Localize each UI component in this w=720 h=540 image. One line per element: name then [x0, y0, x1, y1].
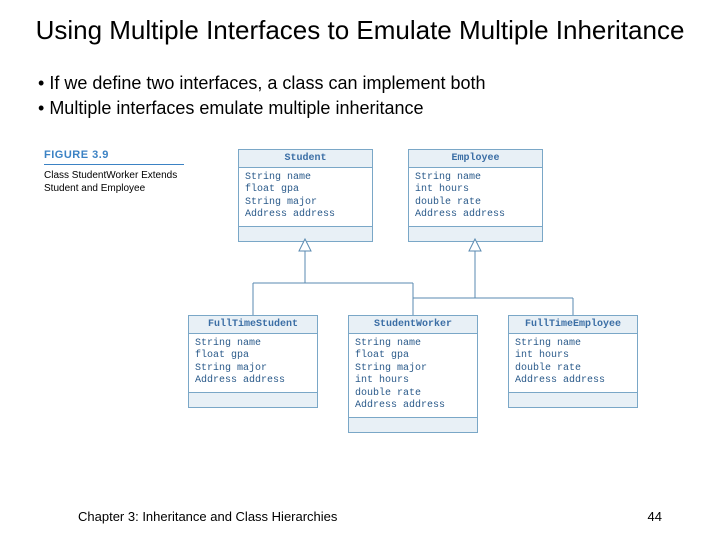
- figure-number: FIGURE 3.9: [44, 149, 184, 161]
- bullet-list: If we define two interfaces, a class can…: [0, 55, 720, 133]
- figure-caption: FIGURE 3.9 Class StudentWorker Extends S…: [44, 149, 184, 195]
- class-employee: Employee String name int hours double ra…: [408, 149, 543, 242]
- class-fulltimestudent: FullTimeStudent String name float gpa St…: [188, 315, 318, 408]
- class-attrs: String name float gpa String major Addre…: [239, 168, 372, 227]
- figure-description: Class StudentWorker Extends Student and …: [44, 169, 184, 195]
- class-ops: [239, 227, 372, 241]
- class-name: StudentWorker: [349, 316, 477, 334]
- class-attrs: String name int hours double rate Addres…: [509, 334, 637, 393]
- class-name: Student: [239, 150, 372, 168]
- bullet-item: Multiple interfaces emulate multiple inh…: [38, 98, 690, 119]
- class-attrs: String name float gpa String major Addre…: [189, 334, 317, 393]
- slide-footer: Chapter 3: Inheritance and Class Hierarc…: [0, 509, 720, 524]
- slide-title: Using Multiple Interfaces to Emulate Mul…: [0, 0, 720, 55]
- class-attrs: String name float gpa String major int h…: [349, 334, 477, 418]
- class-studentworker: StudentWorker String name float gpa Stri…: [348, 315, 478, 433]
- class-name: FullTimeStudent: [189, 316, 317, 334]
- class-ops: [409, 227, 542, 241]
- chapter-label: Chapter 3: Inheritance and Class Hierarc…: [78, 509, 337, 524]
- class-attrs: String name int hours double rate Addres…: [409, 168, 542, 227]
- class-ops: [509, 393, 637, 407]
- uml-diagram: FIGURE 3.9 Class StudentWorker Extends S…: [38, 143, 682, 443]
- class-ops: [189, 393, 317, 407]
- bullet-item: If we define two interfaces, a class can…: [38, 73, 690, 94]
- class-ops: [349, 418, 477, 432]
- class-fulltimeemployee: FullTimeEmployee String name int hours d…: [508, 315, 638, 408]
- page-number: 44: [648, 509, 662, 524]
- class-student: Student String name float gpa String maj…: [238, 149, 373, 242]
- class-name: FullTimeEmployee: [509, 316, 637, 334]
- class-name: Employee: [409, 150, 542, 168]
